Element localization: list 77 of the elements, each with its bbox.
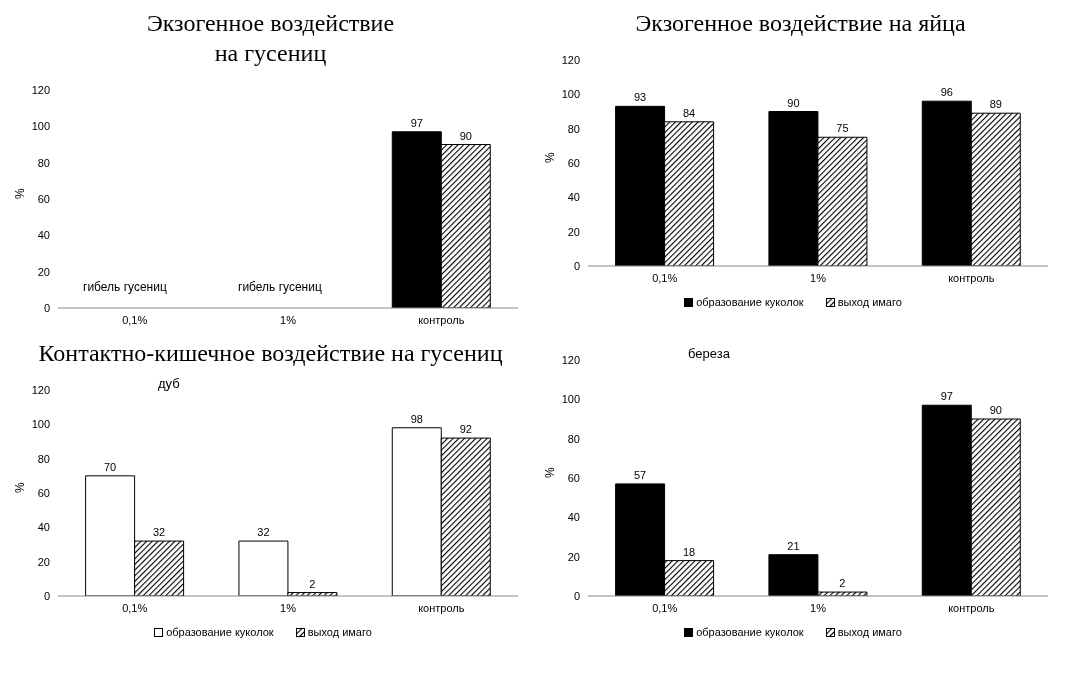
y-axis-title: % xyxy=(13,482,28,493)
chart-title: Экзогенное воздействие на яйца xyxy=(634,9,967,38)
y-tick-label: 100 xyxy=(31,418,50,431)
data-label: 90 xyxy=(787,96,800,109)
x-tick-label: 0,1% xyxy=(652,601,678,614)
data-label: 32 xyxy=(257,526,270,539)
y-tick-label: 80 xyxy=(37,452,50,465)
data-label: 90 xyxy=(459,129,472,142)
x-tick-label: 0,1% xyxy=(122,601,148,614)
legend-label: образование куколок xyxy=(696,296,804,308)
y-tick-label: 40 xyxy=(567,191,580,204)
y-tick-label: 40 xyxy=(37,521,50,534)
legend-label: выход имаго xyxy=(837,626,902,638)
chart-title: Контактно-кишечное воздействие на гусениц xyxy=(37,339,504,368)
x-tick-label: 1% xyxy=(280,313,297,326)
y-axis-title: % xyxy=(543,152,558,163)
y-tick-label: 120 xyxy=(561,53,580,66)
data-label: 97 xyxy=(410,116,423,129)
x-tick-label: 0,1% xyxy=(652,271,678,284)
data-label: 90 xyxy=(989,404,1002,416)
data-label: 92 xyxy=(459,423,472,436)
data-label: 2 xyxy=(309,577,316,590)
x-tick-label: 1% xyxy=(280,601,297,614)
legend-label: выход имаго xyxy=(307,626,372,638)
legend-label: образование куколок xyxy=(166,626,274,638)
y-tick-label: 100 xyxy=(561,88,580,101)
y-tick-label: 100 xyxy=(561,393,580,406)
legend-label: выход имаго xyxy=(837,296,902,308)
x-tick-label: контроль xyxy=(418,313,465,326)
data-label: 98 xyxy=(410,412,423,425)
annotation: гибель гусениц xyxy=(238,280,322,294)
y-tick-label: 0 xyxy=(573,589,580,602)
annotation: дуб xyxy=(158,376,180,391)
y-tick-label: 100 xyxy=(31,120,50,133)
data-label: 70 xyxy=(103,460,117,473)
x-tick-label: контроль xyxy=(948,601,995,614)
y-axis-title: % xyxy=(13,188,28,199)
y-tick-label: 20 xyxy=(37,555,50,568)
data-label: 97 xyxy=(940,390,953,403)
x-tick-label: 1% xyxy=(810,601,827,614)
chart-title: Экзогенное воздействие на гусениц xyxy=(145,9,396,68)
y-tick-label: 120 xyxy=(31,383,50,396)
data-label: 96 xyxy=(940,86,953,99)
y-tick-label: 20 xyxy=(567,225,580,238)
y-axis-title: % xyxy=(543,467,558,478)
y-tick-label: 80 xyxy=(567,432,580,445)
x-tick-label: 1% xyxy=(810,271,827,284)
data-label: 2 xyxy=(839,577,846,590)
y-tick-label: 60 xyxy=(37,486,50,499)
y-tick-label: 120 xyxy=(561,353,580,366)
y-tick-label: 60 xyxy=(567,471,580,484)
annotation: береза xyxy=(688,346,730,361)
x-tick-label: 0,1% xyxy=(122,313,148,326)
data-label: 93 xyxy=(633,91,647,104)
y-tick-label: 0 xyxy=(573,259,580,272)
data-label: 32 xyxy=(152,526,166,539)
y-tick-label: 40 xyxy=(567,511,580,524)
y-tick-label: 20 xyxy=(567,550,580,563)
y-tick-label: 120 xyxy=(31,83,50,96)
y-tick-label: 20 xyxy=(37,265,50,278)
data-label: 21 xyxy=(787,539,800,552)
data-label: 75 xyxy=(836,122,849,135)
data-label: 89 xyxy=(989,98,1002,111)
y-tick-label: 80 xyxy=(37,156,50,169)
data-label: 57 xyxy=(633,468,647,481)
y-tick-label: 80 xyxy=(567,122,580,135)
y-tick-label: 0 xyxy=(43,301,50,314)
annotation: гибель гусениц xyxy=(83,280,167,294)
x-tick-label: контроль xyxy=(418,601,465,614)
x-tick-label: контроль xyxy=(948,271,995,284)
data-label: 84 xyxy=(682,106,696,119)
y-tick-label: 60 xyxy=(567,156,580,169)
y-tick-label: 40 xyxy=(37,229,50,242)
y-tick-label: 0 xyxy=(43,589,50,602)
data-label: 18 xyxy=(682,545,696,558)
y-tick-label: 60 xyxy=(37,192,50,205)
legend-label: образование куколок xyxy=(696,626,804,638)
